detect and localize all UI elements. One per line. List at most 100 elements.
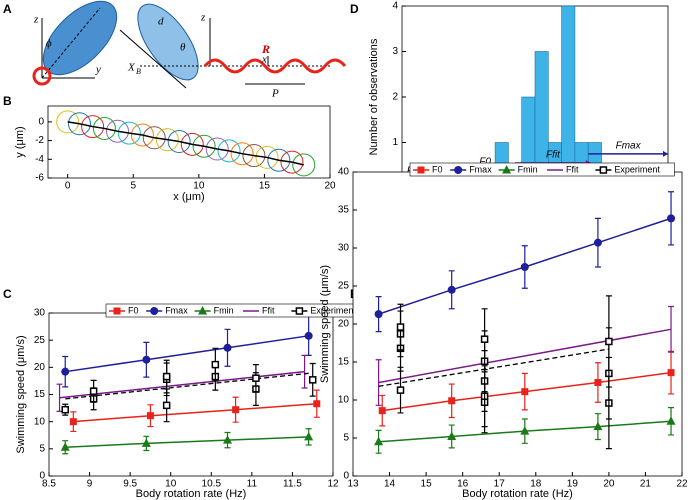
x-tick-label: 16 bbox=[457, 479, 469, 490]
marker bbox=[232, 406, 240, 414]
x-tick-label: 9 bbox=[87, 479, 93, 490]
flagellum bbox=[203, 58, 347, 74]
trajectory-point bbox=[142, 126, 166, 150]
marker bbox=[60, 442, 70, 451]
trajectory-point bbox=[117, 121, 141, 145]
error-bar bbox=[375, 359, 382, 406]
trajectory-point bbox=[280, 150, 304, 174]
marker bbox=[666, 416, 676, 425]
y-tick-label: 10 bbox=[34, 416, 46, 427]
y-tick-label: 0 bbox=[38, 117, 44, 128]
trajectory-point bbox=[230, 142, 254, 166]
trajectory-point bbox=[155, 128, 179, 152]
x-tick-label: 17 bbox=[494, 479, 506, 490]
marker bbox=[378, 407, 386, 415]
legend-label: Experiment bbox=[614, 164, 660, 174]
series-line bbox=[378, 328, 672, 384]
x-tick-label: 5 bbox=[130, 181, 136, 192]
y-tick-label: 1 bbox=[392, 137, 398, 148]
axis bbox=[41, 7, 101, 79]
y-tick-label: -4 bbox=[35, 154, 44, 165]
x-axis-label: Body rotation rate (Hz) bbox=[462, 488, 573, 500]
panel-letter: D bbox=[350, 2, 359, 16]
marker bbox=[211, 360, 220, 369]
diagram-label: d bbox=[158, 16, 164, 28]
trajectory-point bbox=[267, 148, 291, 172]
marker bbox=[448, 397, 456, 405]
y-tick-label: 40 bbox=[338, 167, 350, 178]
x-tick-label: 9.5 bbox=[123, 479, 137, 490]
marker bbox=[89, 387, 98, 395]
x-tick-label: 8.5 bbox=[42, 479, 56, 490]
panel-letter: A bbox=[3, 2, 12, 16]
marker bbox=[61, 367, 70, 376]
trajectory-point bbox=[242, 144, 266, 168]
marker bbox=[667, 369, 675, 377]
diagram-label: X bbox=[127, 62, 136, 74]
legend-label: Fmax bbox=[165, 305, 188, 315]
marker bbox=[599, 166, 608, 174]
y-tick-label: 3 bbox=[392, 46, 398, 57]
marker bbox=[113, 307, 121, 315]
trend-line bbox=[65, 372, 309, 400]
series-line bbox=[65, 335, 309, 373]
legend-label: Ffit bbox=[566, 164, 579, 174]
marker bbox=[396, 386, 405, 394]
y-tick-label: 5 bbox=[343, 433, 349, 444]
x-tick-label: 11.5 bbox=[283, 479, 302, 490]
diagram-label: P bbox=[271, 88, 279, 100]
y-axis-label: Swimming speed (μm/s) bbox=[319, 265, 331, 383]
marker bbox=[69, 418, 77, 426]
marker bbox=[374, 310, 383, 319]
marker bbox=[198, 306, 208, 315]
x-tick-label: 10 bbox=[193, 181, 205, 192]
trajectory-point bbox=[167, 130, 191, 154]
trajectory-point bbox=[106, 119, 130, 143]
marker bbox=[150, 307, 159, 315]
diagram-label: x bbox=[261, 54, 267, 66]
marker bbox=[520, 426, 530, 435]
x-tick-label: 15 bbox=[259, 181, 271, 192]
marker bbox=[502, 165, 512, 174]
marker bbox=[223, 343, 232, 352]
diagram-label: y bbox=[95, 64, 101, 76]
y-tick-label: 5 bbox=[39, 443, 45, 454]
x-tick-label: 11 bbox=[247, 479, 258, 490]
y-tick-label: -6 bbox=[35, 173, 44, 184]
x-tick-label: 12 bbox=[327, 479, 339, 490]
legend-label: F0 bbox=[128, 305, 139, 315]
error-bar bbox=[668, 305, 675, 353]
trajectory-point bbox=[217, 139, 241, 163]
marker bbox=[521, 388, 529, 396]
y-axis-label: Swimming speed (μm/s) bbox=[15, 335, 27, 453]
y-tick-label: -2 bbox=[35, 135, 44, 146]
diagram-label: θ bbox=[180, 42, 186, 54]
diagram-label: R bbox=[261, 42, 270, 56]
legend-label: Fmin bbox=[214, 305, 234, 315]
legend-label: F0 bbox=[432, 164, 443, 174]
trajectory-point bbox=[56, 110, 80, 134]
marker bbox=[594, 379, 602, 387]
y-axis-label: Number of observations bbox=[368, 38, 380, 155]
y-tick-label: 25 bbox=[34, 335, 46, 346]
legend-label: Fmax bbox=[469, 164, 492, 174]
y-tick-label: 20 bbox=[34, 362, 46, 373]
x-tick-label: 14 bbox=[384, 479, 396, 490]
histogram-bar bbox=[561, 5, 576, 189]
legend-label: Experiment bbox=[310, 305, 356, 315]
trajectory-point bbox=[205, 137, 229, 161]
panel-letter: C bbox=[3, 287, 12, 301]
trajectory-point bbox=[192, 134, 216, 158]
y-tick-label: 30 bbox=[34, 308, 46, 319]
x-tick-label: 22 bbox=[676, 479, 688, 490]
marker bbox=[593, 421, 603, 431]
trajectory-point bbox=[81, 115, 105, 139]
y-tick-label: 15 bbox=[338, 357, 350, 368]
y-tick-label: 30 bbox=[338, 243, 350, 254]
legend-box bbox=[409, 162, 675, 177]
marker bbox=[308, 376, 317, 384]
x-tick-label: 15 bbox=[421, 479, 433, 490]
plot-frame bbox=[47, 105, 331, 179]
marker bbox=[162, 401, 171, 410]
